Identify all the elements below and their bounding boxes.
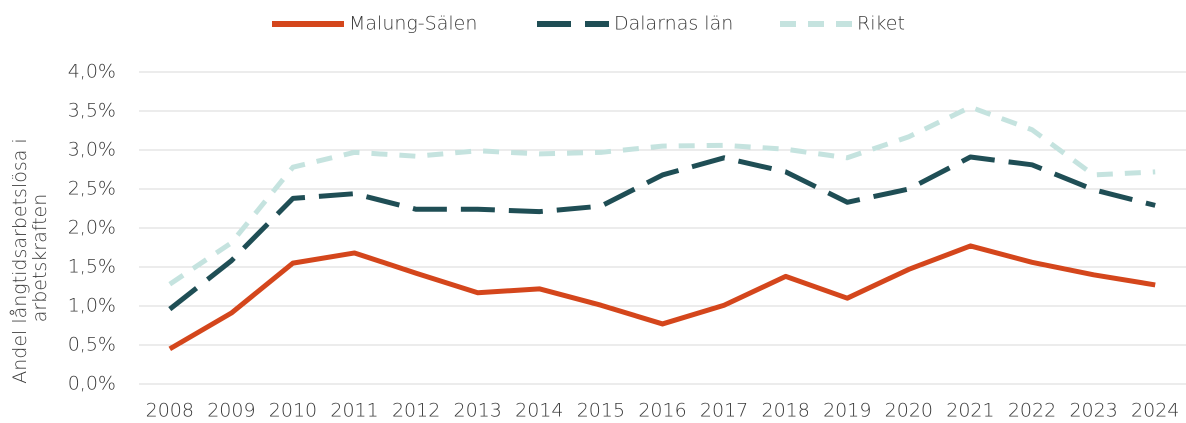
y-tick-label: 3,0% xyxy=(68,139,116,161)
x-tick-label: 2021 xyxy=(946,400,994,422)
x-tick-label: 2018 xyxy=(761,400,809,422)
x-tick-label: 2024 xyxy=(1131,400,1179,422)
x-tick-label: 2019 xyxy=(823,400,871,422)
series-line xyxy=(168,154,1156,312)
series-line xyxy=(168,243,1156,352)
x-tick-label: 2009 xyxy=(207,400,255,422)
y-tick-label: 0,0% xyxy=(68,373,116,395)
x-tick-label: 2012 xyxy=(392,400,440,422)
y-axis-label: Andel långtidsarbetslösa i arbetskraften xyxy=(9,132,51,384)
x-tick-label: 2013 xyxy=(454,400,502,422)
x-tick-label: 2017 xyxy=(700,400,748,422)
x-tick-label: 2010 xyxy=(269,400,317,422)
y-tick-label: 1,5% xyxy=(68,256,116,278)
y-tick-label: 4,0% xyxy=(68,61,116,83)
y-tick-label: 1,0% xyxy=(68,295,116,317)
y-axis-label-line: arbetskraften xyxy=(29,194,51,323)
y-tick-label: 3,5% xyxy=(68,100,116,122)
series-line xyxy=(168,104,1156,287)
y-axis-label-line: Andel långtidsarbetslösa i xyxy=(9,138,31,383)
x-tick-label: 2008 xyxy=(146,400,194,422)
x-tick-label: 2022 xyxy=(1008,400,1056,422)
y-tick-label: 2,0% xyxy=(68,217,116,239)
x-tick-label: 2014 xyxy=(515,400,563,422)
x-tick-label: 2011 xyxy=(330,400,378,422)
legend-label: Dalarnas län xyxy=(614,13,733,35)
x-tick-label: 2020 xyxy=(885,400,933,422)
x-tick-label: 2023 xyxy=(1069,400,1117,422)
y-tick-label: 2,5% xyxy=(68,178,116,200)
y-tick-label: 0,5% xyxy=(68,334,116,356)
x-tick-label: 2016 xyxy=(638,400,686,422)
legend-label: Malung-Sälen xyxy=(349,13,477,35)
legend-label: Riket xyxy=(857,13,905,35)
x-tick-label: 2015 xyxy=(577,400,625,422)
